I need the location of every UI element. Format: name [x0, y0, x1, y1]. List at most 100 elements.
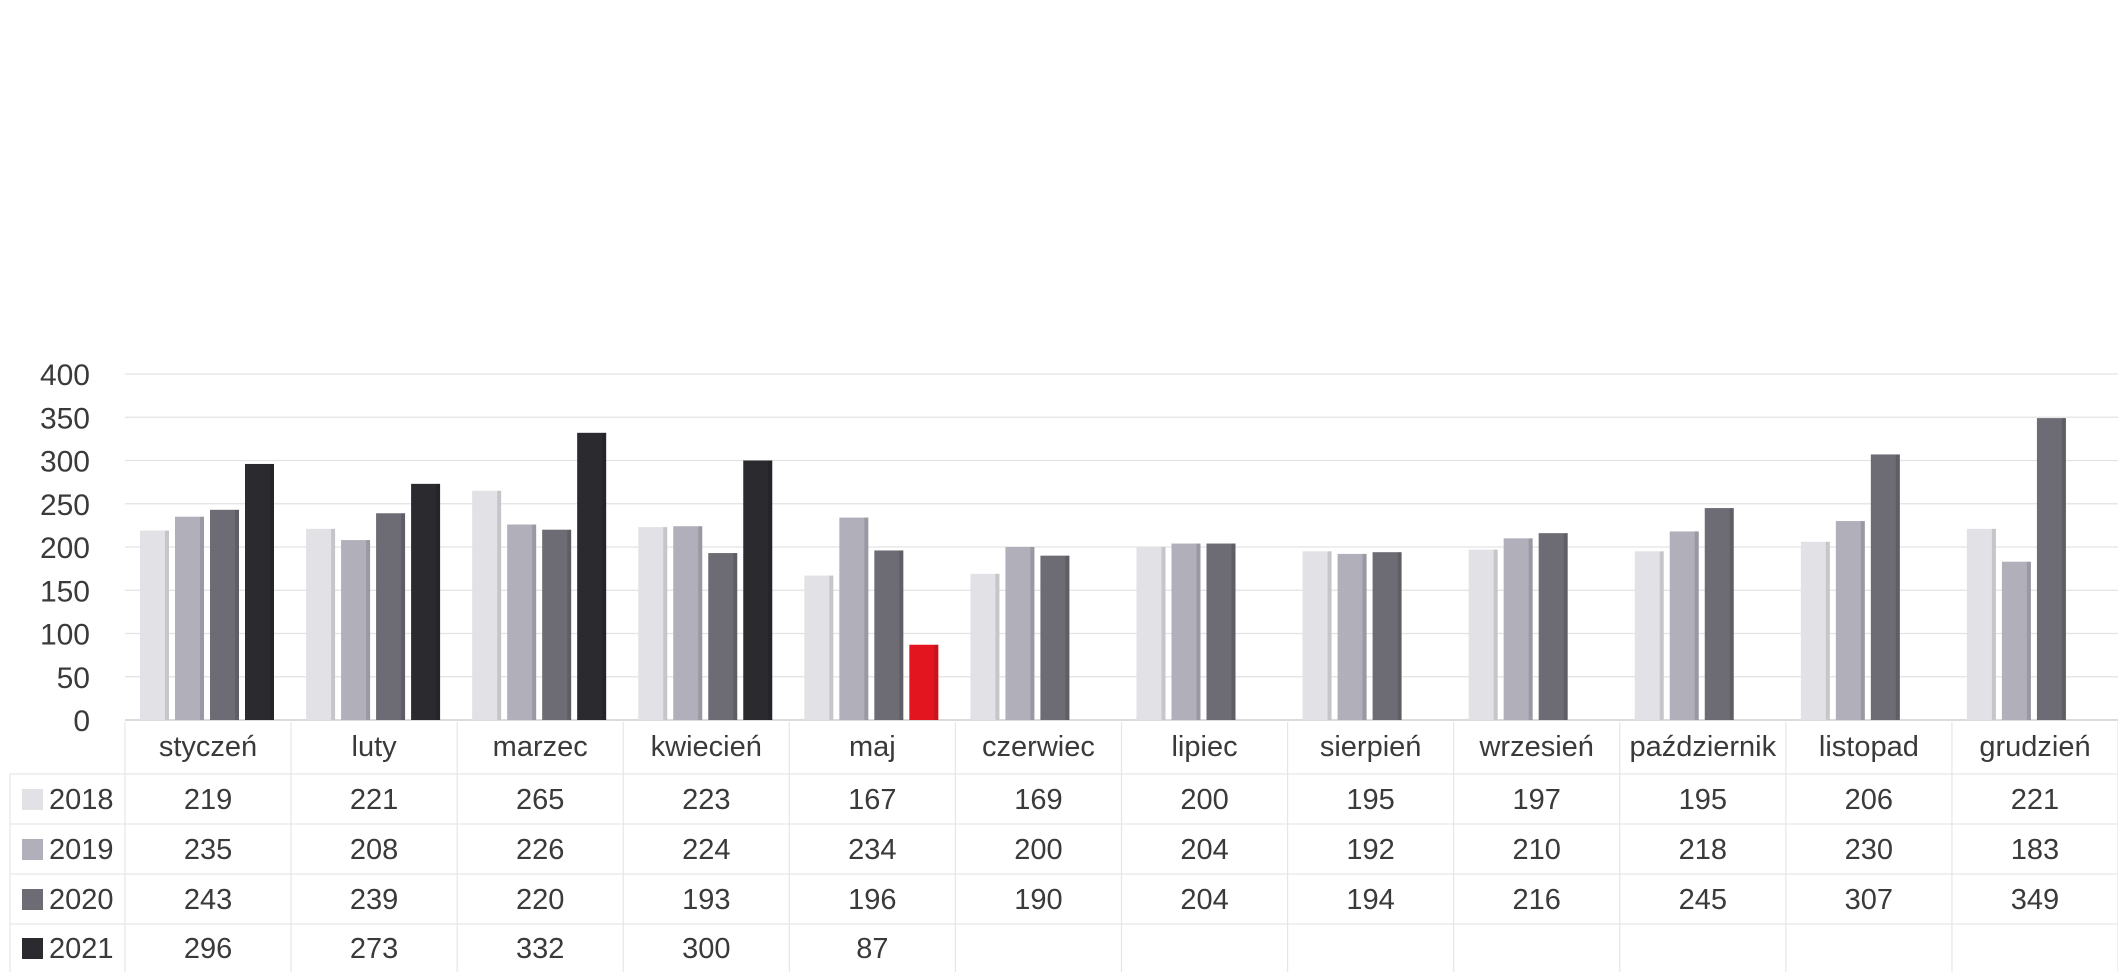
- bar: [411, 483, 441, 720]
- bar: [577, 432, 607, 720]
- data-label: 332: [516, 933, 564, 965]
- x-category-label: wrzesień: [1478, 731, 1593, 763]
- bar-shade: [934, 644, 939, 720]
- bar-shade: [1895, 454, 1900, 720]
- y-tick-label: 100: [40, 619, 90, 652]
- x-category-label: maj: [849, 731, 896, 763]
- bar: [1634, 551, 1664, 720]
- legend-label: 2020: [49, 884, 114, 916]
- bar-shade: [331, 528, 336, 720]
- bar: [1538, 533, 1568, 720]
- bar-shade: [1528, 538, 1533, 720]
- bar-shade: [366, 540, 371, 720]
- x-category-label: luty: [352, 731, 398, 763]
- x-category-label: czerwiec: [982, 731, 1095, 763]
- y-tick-label: 400: [40, 359, 90, 392]
- data-label: 221: [350, 784, 398, 816]
- data-label: 226: [516, 834, 564, 866]
- data-label: 204: [1180, 834, 1228, 866]
- data-label: 239: [350, 884, 398, 916]
- bar: [909, 644, 939, 720]
- x-category-label: październik: [1629, 731, 1776, 763]
- data-label: 307: [1845, 884, 1893, 916]
- data-label: 87: [856, 933, 888, 965]
- legend-swatch: [22, 938, 43, 959]
- data-label: 224: [682, 834, 730, 866]
- data-label: 196: [848, 884, 896, 916]
- bar: [1704, 508, 1734, 720]
- bar: [1206, 543, 1236, 720]
- data-label: 200: [1014, 834, 1062, 866]
- bar: [210, 509, 239, 720]
- bar: [1468, 549, 1498, 720]
- bar: [874, 550, 904, 720]
- bar-shade: [733, 553, 738, 720]
- bar-shade: [235, 509, 239, 720]
- bar: [341, 540, 371, 720]
- data-label: 169: [1014, 784, 1062, 816]
- bar-shade: [602, 432, 607, 720]
- data-label: 206: [1845, 784, 1893, 816]
- data-label: 194: [1346, 884, 1394, 916]
- bar-shade: [497, 490, 502, 720]
- data-label: 349: [2011, 884, 2059, 916]
- bar: [245, 463, 274, 720]
- bar-shade: [270, 463, 274, 720]
- legend-swatch: [22, 789, 43, 810]
- x-category-label: listopad: [1819, 731, 1919, 763]
- data-label: 220: [516, 884, 564, 916]
- bar: [638, 527, 668, 720]
- legend-label: 2019: [49, 834, 114, 866]
- bar: [175, 516, 204, 720]
- bar: [140, 530, 169, 720]
- y-tick-label: 300: [40, 446, 90, 479]
- data-label: 218: [1679, 834, 1727, 866]
- bar: [673, 526, 703, 720]
- bar-shade: [567, 529, 572, 720]
- bar-shade: [1659, 551, 1664, 720]
- bar-shade: [1065, 555, 1070, 720]
- bar: [1503, 538, 1533, 720]
- data-label: 195: [1346, 784, 1394, 816]
- x-category-label: lipiec: [1171, 731, 1237, 763]
- data-label: 192: [1346, 834, 1394, 866]
- bar: [1171, 543, 1201, 720]
- bar: [376, 513, 406, 720]
- bar: [542, 529, 572, 720]
- y-tick-label: 250: [40, 489, 90, 522]
- data-label: 219: [184, 784, 232, 816]
- bar-shade: [1563, 533, 1568, 720]
- x-category-label: kwiecień: [651, 731, 762, 763]
- bar: [1800, 541, 1830, 720]
- bar-shade: [768, 460, 773, 720]
- bar-shade: [1860, 521, 1865, 720]
- y-tick-label: 200: [40, 532, 90, 565]
- bar-shade: [165, 530, 169, 720]
- bar: [1136, 547, 1166, 720]
- bar: [708, 553, 738, 720]
- bar-shade: [1030, 547, 1035, 720]
- bar: [1372, 552, 1402, 720]
- bar: [2036, 418, 2066, 720]
- x-category-label: marzec: [493, 731, 588, 763]
- bar: [1870, 454, 1900, 720]
- data-label: 235: [184, 834, 232, 866]
- bar-shade: [1327, 551, 1332, 720]
- bar: [1005, 547, 1035, 720]
- bar-shade: [2026, 561, 2031, 720]
- data-label: 234: [848, 834, 896, 866]
- bar: [804, 575, 834, 720]
- bar-shade: [1729, 508, 1734, 720]
- bar-shade: [829, 575, 834, 720]
- bar: [1302, 551, 1332, 720]
- data-label: 245: [1679, 884, 1727, 916]
- bar: [839, 517, 869, 720]
- data-label: 273: [350, 933, 398, 965]
- bar-shade: [1493, 549, 1498, 720]
- bar: [507, 524, 537, 720]
- x-category-label: styczeń: [159, 731, 257, 763]
- y-tick-label: 0: [73, 705, 90, 738]
- bar-shade: [663, 527, 668, 720]
- legend-swatch: [22, 889, 43, 910]
